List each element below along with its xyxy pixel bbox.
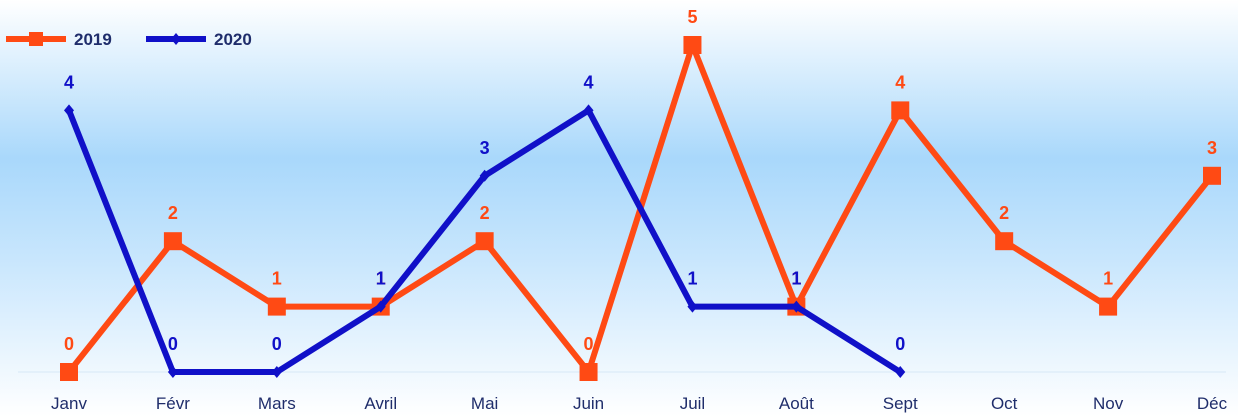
x-tick-label: Avril	[364, 394, 397, 413]
data-point	[475, 232, 494, 251]
x-tick-label: Janv	[51, 394, 87, 413]
x-tick-label: Juin	[573, 394, 604, 413]
data-label: 3	[1207, 138, 1217, 158]
data-point	[267, 297, 286, 316]
data-point	[271, 366, 282, 378]
data-label: 2	[480, 203, 490, 223]
data-label: 5	[687, 7, 697, 27]
legend-label: 2020	[214, 30, 252, 49]
data-label: 4	[64, 72, 74, 92]
data-point	[375, 300, 386, 313]
data-label: 0	[272, 334, 282, 354]
data-point	[1203, 166, 1221, 185]
x-tick-label: Mai	[471, 394, 498, 413]
data-label: 0	[584, 334, 594, 354]
data-label: 1	[272, 269, 282, 289]
legend-marker	[171, 33, 181, 45]
data-point	[479, 169, 490, 182]
x-tick-label: Févr	[156, 394, 190, 413]
data-label: 0	[64, 334, 74, 354]
legend-marker	[29, 32, 43, 46]
series-2020: 4 0 0 1 3 4 1 1 0	[64, 72, 905, 378]
data-label: 1	[1103, 269, 1113, 289]
data-point	[60, 363, 78, 381]
data-label: 1	[376, 269, 386, 289]
data-point	[64, 104, 74, 117]
data-label: 2	[999, 203, 1009, 223]
data-point	[895, 366, 906, 378]
data-label: 4	[895, 72, 905, 92]
data-point	[687, 300, 698, 313]
x-tick-label: Déc	[1197, 394, 1228, 413]
data-label: 1	[687, 269, 697, 289]
data-point	[583, 104, 594, 117]
data-label: 3	[480, 138, 490, 158]
data-label: 1	[376, 269, 386, 289]
x-tick-label: Nov	[1093, 394, 1124, 413]
data-point	[167, 366, 178, 378]
x-tick-label: Août	[779, 394, 814, 413]
data-point	[683, 36, 702, 54]
legend-label: 2019	[74, 30, 112, 49]
x-tick-label: Juil	[680, 394, 706, 413]
data-label: 1	[791, 269, 801, 289]
x-axis-tick-labels: Janv Févr Mars Avril Mai Juin Juil Août Sept Oct N…	[51, 394, 1228, 413]
x-tick-label: Mars	[258, 394, 296, 413]
data-point	[995, 232, 1014, 251]
data-label: 1	[791, 269, 801, 289]
data-point	[791, 300, 802, 313]
x-tick-label: Sept	[883, 394, 918, 413]
data-point	[1099, 297, 1118, 316]
legend: 2019 2020	[6, 30, 252, 49]
data-label: 2	[168, 203, 178, 223]
data-point	[579, 363, 598, 381]
data-label: 4	[584, 72, 594, 92]
data-label: 0	[168, 334, 178, 354]
data-point	[891, 101, 910, 120]
legend-item-2019: 2019	[6, 30, 112, 49]
legend-item-2020: 2020	[146, 30, 252, 49]
x-tick-label: Oct	[991, 394, 1018, 413]
data-point	[163, 232, 182, 251]
data-label: 0	[895, 334, 905, 354]
